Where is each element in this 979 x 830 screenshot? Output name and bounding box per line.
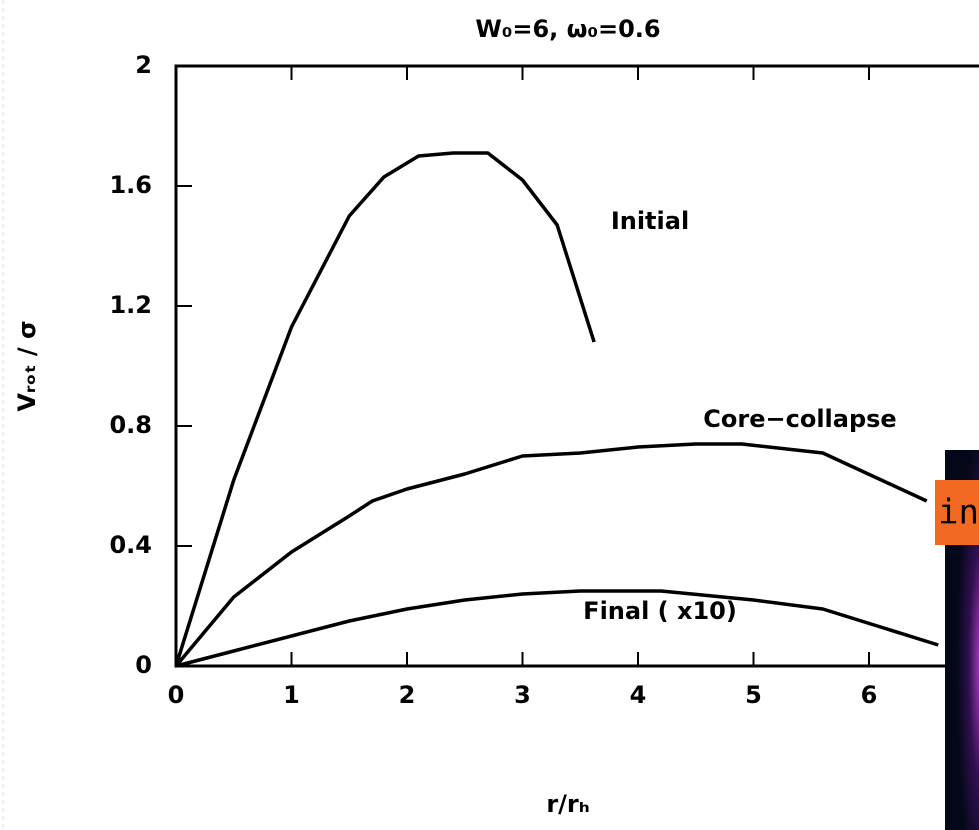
y-tick-label: 2	[135, 51, 152, 79]
x-tick-label: 4	[630, 681, 647, 709]
series-label: Initial	[611, 207, 689, 235]
overlay-label: init	[938, 493, 979, 533]
x-tick-label: 5	[745, 681, 762, 709]
chart-title: W₀=6, ω₀=0.6	[475, 15, 660, 43]
series-line	[174, 151, 596, 667]
x-tick-label: 0	[168, 681, 185, 709]
overlay-label-box	[935, 480, 979, 545]
y-tick-label: 1.2	[109, 291, 152, 319]
x-tick-label: 1	[283, 681, 300, 709]
x-tick-label: 6	[861, 681, 878, 709]
x-tick-label: 3	[514, 681, 531, 709]
y-tick-label: 0.8	[109, 411, 152, 439]
series-label: Core−collapse	[703, 405, 896, 433]
x-axis-label: r/rₕ	[546, 790, 589, 818]
y-tick-label: 1.6	[109, 171, 152, 199]
y-tick-label: 0	[135, 651, 152, 679]
series-line	[175, 589, 939, 668]
y-axis-label: Vᵣₒₜ / σ	[13, 320, 41, 411]
plot-frame	[174, 64, 979, 668]
x-tick-label: 2	[399, 681, 416, 709]
y-tick-label: 0.4	[109, 531, 152, 559]
series-label: Final ( x10)	[583, 597, 737, 625]
series-line	[174, 442, 928, 668]
plot: 0 1 2 3 4 5 6 0 0.4 0.8 1.2 1.6 2 Initial Core−collaps…	[109, 51, 939, 709]
